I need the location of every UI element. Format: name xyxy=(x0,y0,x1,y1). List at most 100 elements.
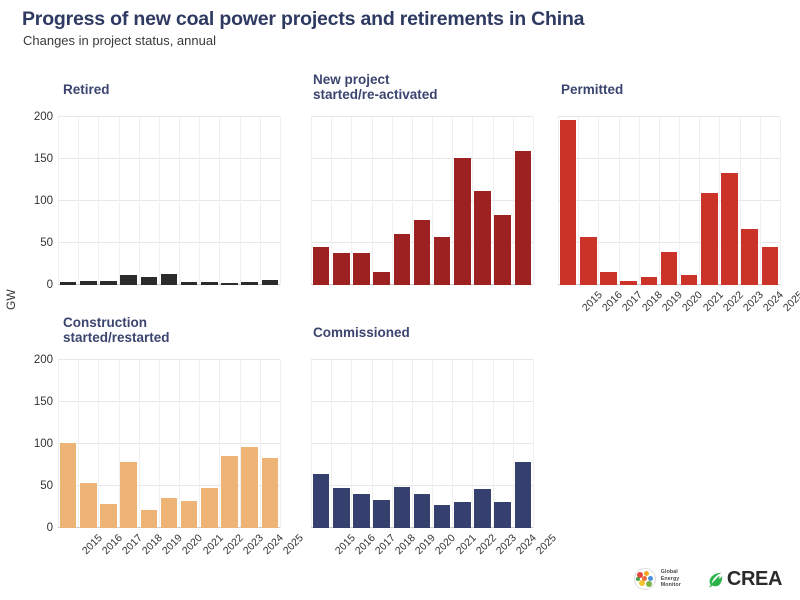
gridline-y-150 xyxy=(58,158,280,159)
gem-line-1: Global xyxy=(660,569,678,576)
bar-retired-2021[interactable] xyxy=(180,282,198,285)
panel-title-commissioned: Commissioned xyxy=(313,325,410,340)
gridline-x xyxy=(739,117,741,285)
gridline-x xyxy=(259,117,261,285)
bar-construction-started-2022[interactable] xyxy=(201,487,218,528)
gridline-y-200 xyxy=(558,116,780,117)
bar-permitted-2019[interactable] xyxy=(640,276,658,285)
bar-commissioned-2024[interactable] xyxy=(494,501,511,528)
bar-construction-started-2024[interactable] xyxy=(241,446,258,528)
gridline-x xyxy=(492,117,494,285)
bar-commissioned-2020[interactable] xyxy=(413,493,431,528)
bar-retired-2016[interactable] xyxy=(79,280,97,285)
bar-new-project-started-2015[interactable] xyxy=(312,247,330,285)
bar-construction-started-2017[interactable] xyxy=(100,503,117,528)
gridline-x xyxy=(98,360,100,528)
bar-new-project-started-2021[interactable] xyxy=(433,237,451,285)
bar-construction-started-2021[interactable] xyxy=(180,501,198,528)
bar-new-project-started-2023[interactable] xyxy=(474,190,491,285)
bar-retired-2025[interactable] xyxy=(261,279,279,285)
bar-commissioned-2021[interactable] xyxy=(433,505,451,528)
bar-construction-started-2016[interactable] xyxy=(79,482,97,528)
gridline-x xyxy=(558,117,559,285)
bar-commissioned-2023[interactable] xyxy=(474,488,491,528)
gridline-x xyxy=(391,360,393,528)
bar-new-project-started-2016[interactable] xyxy=(332,253,350,285)
bar-permitted-2016[interactable] xyxy=(579,237,597,285)
bar-new-project-started-2022[interactable] xyxy=(454,158,471,285)
gem-wordmark: Global Energy Monitor xyxy=(661,569,681,588)
bar-permitted-2023[interactable] xyxy=(721,173,738,285)
bar-construction-started-2019[interactable] xyxy=(140,510,158,528)
x-tick-label-2019: 2019 xyxy=(413,532,439,558)
bar-commissioned-2025[interactable] xyxy=(514,462,532,528)
bar-new-project-started-2018[interactable] xyxy=(373,271,390,285)
gridline-x xyxy=(118,360,120,528)
bar-permitted-2025[interactable] xyxy=(761,247,779,285)
gridline-x xyxy=(411,360,413,528)
bar-commissioned-2017[interactable] xyxy=(353,494,370,528)
x-tick-label-2024: 2024 xyxy=(513,532,540,558)
plot-area-new-project-started xyxy=(311,116,534,285)
gridline-x xyxy=(78,360,80,528)
gridline-x xyxy=(598,117,600,285)
bar-new-project-started-2024[interactable] xyxy=(494,215,511,285)
y-tick-label: 50 xyxy=(40,237,53,249)
bar-commissioned-2019[interactable] xyxy=(393,486,411,528)
bar-construction-started-2015[interactable] xyxy=(59,443,77,528)
gridline-y-150 xyxy=(311,401,533,402)
gridline-y-100 xyxy=(58,200,280,201)
plot-area-retired: 0 50 100 150 200 xyxy=(34,111,281,291)
gridline-y-200 xyxy=(58,116,280,117)
gridline-y-100 xyxy=(311,200,533,201)
gridline-x xyxy=(118,117,120,285)
plot-area-construction-started: 0 50 100 150 200 xyxy=(34,354,281,534)
footer-logos: Global Energy Monitor CREA xyxy=(633,568,782,590)
bar-new-project-started-2025[interactable] xyxy=(514,150,532,285)
gridline-x xyxy=(311,360,312,528)
bar-permitted-2015[interactable] xyxy=(559,119,577,285)
bar-commissioned-2022[interactable] xyxy=(454,501,471,528)
gridline-x xyxy=(780,117,781,285)
bar-retired-2024[interactable] xyxy=(241,282,258,285)
bar-retired-2018[interactable] xyxy=(120,274,137,285)
gridline-y-100 xyxy=(558,200,780,201)
gridline-x xyxy=(658,117,660,285)
globe-icon xyxy=(633,568,656,590)
gridline-x xyxy=(78,117,80,285)
bar-construction-started-2020[interactable] xyxy=(160,497,178,528)
bar-construction-started-2018[interactable] xyxy=(120,462,137,528)
plot-area-commissioned xyxy=(311,359,534,528)
bar-retired-2023[interactable] xyxy=(221,283,238,285)
bar-retired-2015[interactable] xyxy=(59,281,77,285)
bar-new-project-started-2019[interactable] xyxy=(393,233,411,285)
bar-construction-started-2025[interactable] xyxy=(261,458,279,528)
bar-permitted-2022[interactable] xyxy=(701,193,718,285)
bar-permitted-2017[interactable] xyxy=(600,272,617,285)
bar-permitted-2018[interactable] xyxy=(620,280,637,285)
bar-permitted-2021[interactable] xyxy=(680,274,698,285)
panel-title-construction-started: Construction started/restarted xyxy=(63,315,170,345)
y-tick-label: 200 xyxy=(33,354,53,366)
bar-commissioned-2015[interactable] xyxy=(312,474,330,528)
bar-construction-started-2023[interactable] xyxy=(221,455,238,528)
bar-retired-2022[interactable] xyxy=(201,282,218,285)
bar-retired-2019[interactable] xyxy=(140,277,158,285)
gridline-y-150 xyxy=(58,401,280,402)
gridline-x xyxy=(158,117,160,285)
gridline-x xyxy=(638,117,640,285)
bar-retired-2017[interactable] xyxy=(100,280,117,285)
gridline-x xyxy=(452,360,454,528)
gem-line-2: Energy xyxy=(660,575,680,582)
bar-new-project-started-2020[interactable] xyxy=(413,220,431,285)
bar-commissioned-2018[interactable] xyxy=(373,500,390,528)
gridline-y-200 xyxy=(311,359,533,360)
bar-commissioned-2016[interactable] xyxy=(332,487,350,528)
bar-permitted-2024[interactable] xyxy=(741,228,758,285)
bar-new-project-started-2017[interactable] xyxy=(353,253,370,285)
bar-permitted-2020[interactable] xyxy=(660,252,678,285)
bar-retired-2020[interactable] xyxy=(160,274,178,285)
